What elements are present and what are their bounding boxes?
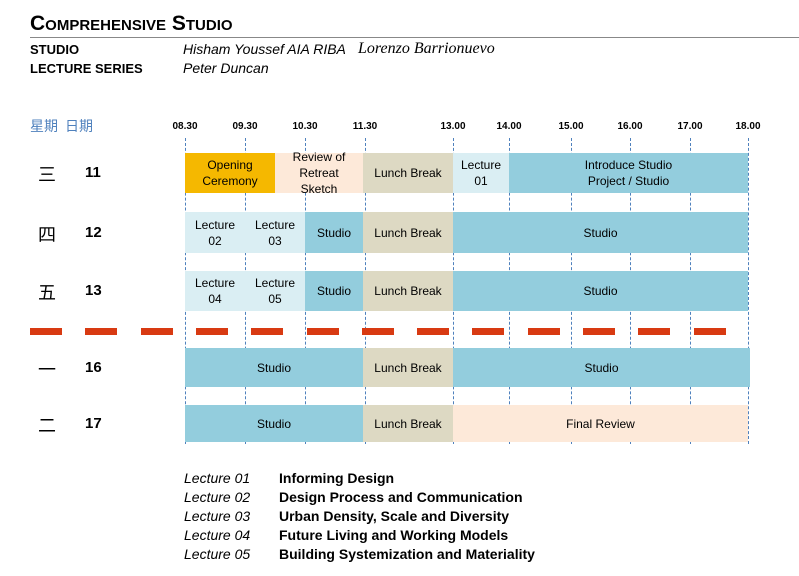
session-block: Lecture 05 (245, 271, 305, 311)
weekday: 一 (38, 359, 56, 380)
session-label: Studio (583, 225, 618, 240)
lecture-code: Lecture 02 (184, 489, 251, 505)
session-label: Lecture 03 (255, 217, 296, 248)
session-label: Lecture 01 (461, 158, 502, 188)
separator-dash (306, 328, 339, 335)
session-block: Lecture 01 (453, 153, 509, 193)
separator-dash (30, 328, 62, 335)
session-block: Final Review (453, 405, 748, 442)
time-label: 18.00 (735, 121, 761, 132)
session-block: Lunch Break (363, 212, 453, 253)
weekday: 三 (38, 165, 56, 185)
lecture-code: Lecture 04 (184, 527, 251, 543)
session-block: Lunch Break (363, 405, 453, 442)
person: Lorenzo Barrionuevo (358, 40, 495, 57)
time-gridline (748, 138, 749, 444)
session-block: Lecture 03 (245, 212, 305, 253)
session-label: Lunch Break (374, 360, 442, 375)
separator-dash (195, 328, 228, 335)
session-block: Review of Retreat Sketch (275, 150, 363, 196)
session-block: Studio (453, 212, 748, 253)
time-label: 09.30 (232, 121, 258, 132)
session-label: Studio (583, 284, 618, 298)
day-header: 星期 (30, 118, 58, 134)
time-label: 16.00 (617, 121, 643, 132)
session-block: Studio (185, 405, 363, 442)
session-block: Studio (453, 271, 748, 311)
date-header: 日期 (65, 118, 93, 134)
date: 17 (85, 414, 102, 432)
weekday: 二 (38, 415, 56, 436)
time-label: 13.00 (440, 121, 466, 132)
session-label: Lecture 05 (255, 276, 296, 306)
lecture-code: Lecture 03 (184, 508, 251, 524)
time-label: 17.00 (677, 121, 703, 132)
date: 12 (85, 223, 102, 241)
session-block: Lunch Break (363, 153, 453, 193)
separator-dash (638, 328, 671, 335)
session-label: Lecture 02 (195, 217, 236, 248)
session-block: Studio (453, 348, 750, 387)
session-block: Studio (305, 271, 363, 311)
lecture-title: Building Systemization and Materiality (279, 546, 535, 562)
weekday: 四 (38, 224, 56, 245)
row-label: STUDIO (30, 42, 80, 57)
session-block: Lunch Break (363, 271, 453, 311)
session-label: Lecture 04 (195, 276, 236, 306)
lecture-title: Design Process and Communication (279, 489, 523, 505)
separator-dash (361, 328, 394, 335)
separator-dash (472, 328, 505, 335)
date: 13 (85, 282, 102, 299)
time-label: 10.30 (292, 121, 318, 132)
separator-dash (85, 328, 118, 335)
separator-dash (140, 328, 173, 335)
session-label: Studio (584, 360, 619, 375)
time-label: 11.30 (352, 121, 378, 132)
date: 16 (85, 358, 102, 376)
session-label: Lunch Break (374, 416, 442, 431)
session-label: Introduce Studio Project / Studio (584, 158, 673, 188)
separator-dash (417, 328, 450, 335)
title-rule (30, 37, 799, 38)
session-block: Introduce Studio Project / Studio (509, 153, 748, 193)
time-label: 08.30 (172, 121, 198, 132)
title: Comprehensive Studio (30, 12, 233, 35)
session-label: Studio (316, 284, 352, 298)
session-label: Lunch Break (374, 166, 442, 180)
date: 11 (85, 164, 101, 181)
lecture-code: Lecture 05 (184, 546, 251, 562)
time-label: 15.00 (558, 121, 584, 132)
row-label: LECTURE SERIES (30, 61, 143, 76)
session-label: Studio (256, 416, 292, 431)
session-block: Studio (305, 212, 363, 253)
session-label: Lunch Break (374, 284, 442, 298)
separator-dash (693, 328, 726, 335)
session-label: Opening Ceremony (202, 158, 258, 188)
person: Hisham Youssef AIA RIBA (183, 41, 346, 57)
session-block: Lecture 04 (185, 271, 245, 311)
session-label: Studio (256, 360, 292, 375)
lecture-title: Informing Design (279, 470, 395, 486)
session-block: Studio (185, 348, 363, 387)
session-label: Review of Retreat Sketch (292, 150, 346, 196)
session-label: Studio (316, 225, 352, 240)
person: Peter Duncan (183, 60, 269, 76)
lecture-title: Future Living and Working Models (279, 527, 509, 543)
lecture-title: Urban Density, Scale and Diversity (279, 508, 510, 524)
session-block: Lunch Break (363, 348, 453, 387)
time-label: 14.00 (496, 121, 522, 132)
separator-dash (583, 328, 615, 335)
session-label: Final Review (566, 416, 635, 431)
separator-dash (527, 328, 560, 335)
separator-dash (251, 328, 284, 335)
weekday: 五 (38, 283, 56, 303)
lecture-code: Lecture 01 (184, 470, 251, 486)
session-block: Lecture 02 (185, 212, 245, 253)
session-block: Opening Ceremony (185, 153, 275, 193)
session-label: Lunch Break (374, 225, 442, 240)
